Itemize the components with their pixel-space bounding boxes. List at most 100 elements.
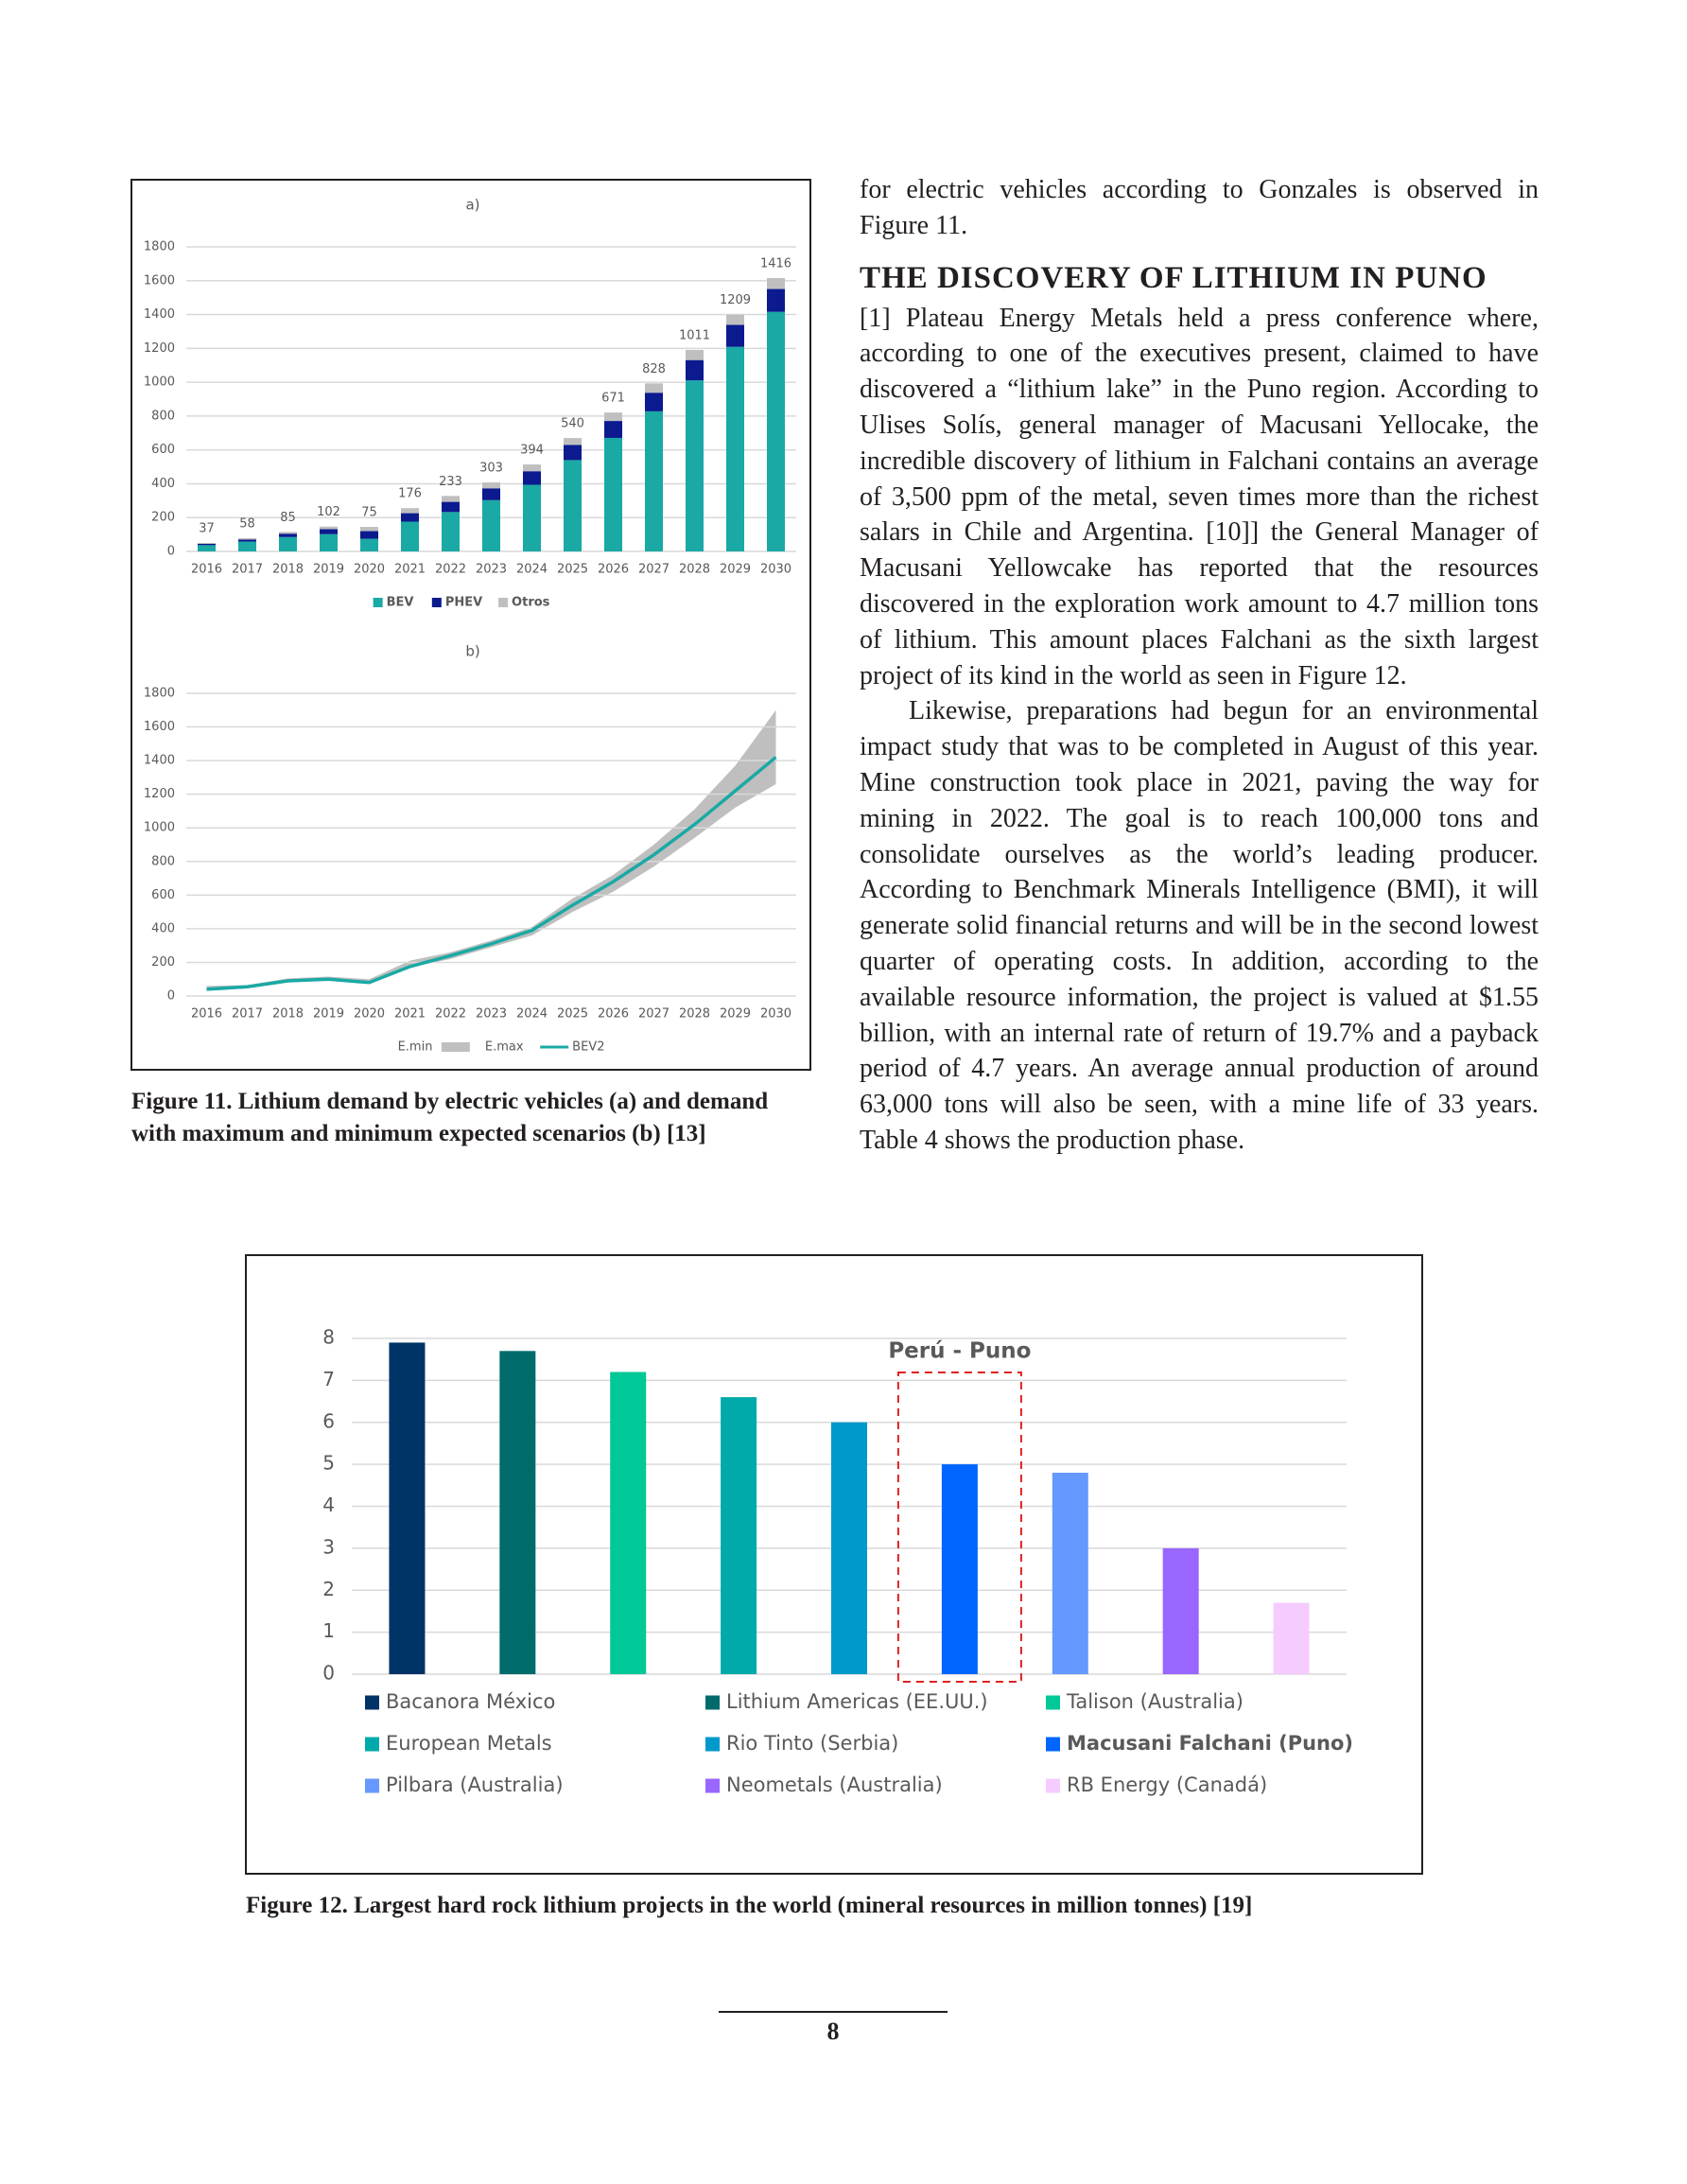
bar: [389, 1342, 426, 1674]
x-tick-label: 2026: [598, 563, 629, 577]
x-tick-label: 2021: [394, 563, 426, 577]
x-tick-label: 2019: [313, 563, 344, 577]
bar: [721, 1397, 757, 1674]
x-tick-label: 2027: [638, 563, 670, 577]
line: [206, 756, 777, 991]
bar-segment: [686, 380, 704, 551]
legend-label: Pilbara (Australia): [386, 1773, 564, 1796]
legend-label: E.min: [398, 1040, 433, 1055]
legend-label: European Metals: [386, 1732, 552, 1755]
x-tick-label: 2018: [272, 563, 304, 577]
x-tick-label: 2024: [516, 1007, 548, 1022]
bar: [499, 1351, 536, 1674]
figure-caption: Figure 12. Largest hard rock lithium pro…: [246, 1893, 1253, 1918]
y-tick-label: 4: [322, 1494, 335, 1516]
bar: [1273, 1602, 1310, 1674]
bar-segment: [726, 346, 744, 551]
data-label: 828: [642, 362, 666, 376]
data-label: 540: [561, 417, 584, 431]
bar-segment: [198, 543, 216, 546]
legend-label: Lithium Americas (EE.UU.): [726, 1690, 988, 1713]
y-tick-label: 6: [322, 1409, 335, 1432]
legend-label: BEV2: [572, 1040, 604, 1055]
x-tick-label: 2017: [232, 563, 263, 577]
bar-segment: [523, 464, 541, 472]
bar-segment: [767, 277, 785, 289]
bar: [1052, 1473, 1088, 1674]
text-column: for electric vehicles according to Gonza…: [860, 172, 1539, 1159]
y-tick-label: 1000: [144, 376, 175, 390]
x-tick-label: 2029: [720, 1007, 751, 1022]
bar-segment: [482, 482, 500, 489]
paragraph: [1] Plateau Energy Metals held a press c…: [860, 303, 1539, 690]
y-tick-label: 200: [151, 511, 175, 525]
legend-label: BEV: [387, 596, 414, 610]
figure11-frame: [130, 179, 811, 1071]
y-tick-label: 600: [151, 443, 175, 457]
bar-segment: [604, 412, 622, 422]
x-tick-label: 2016: [191, 563, 222, 577]
y-tick-label: 1800: [144, 240, 175, 254]
legend-label: E.max: [485, 1040, 524, 1055]
legend-swatch: [705, 1737, 720, 1752]
area: [206, 784, 776, 996]
x-tick-label: 2023: [476, 563, 507, 577]
data-label: 1011: [679, 328, 710, 342]
x-tick-label: 2028: [679, 1007, 710, 1022]
bar-segment: [767, 311, 785, 551]
bar-segment: [320, 529, 338, 534]
x-tick-label: 2025: [557, 563, 588, 577]
bar-segment: [604, 437, 622, 551]
legend-swatch: [365, 1695, 379, 1710]
x-tick-label: 2020: [354, 1007, 385, 1022]
legend-label: PHEV: [445, 596, 482, 610]
bar-segment: [279, 536, 297, 551]
legend-swatch: [365, 1737, 379, 1752]
bar-segment: [564, 438, 582, 446]
legend-swatch: [705, 1695, 720, 1710]
bar-segment: [442, 512, 460, 551]
x-tick-label: 2022: [435, 563, 466, 577]
bar-segment: [442, 501, 460, 513]
bar-segment: [198, 545, 216, 551]
legend-swatch: [431, 598, 442, 607]
y-tick-label: 7: [322, 1368, 335, 1390]
y-tick-label: 800: [151, 409, 175, 423]
data-label: 37: [199, 522, 215, 536]
section-heading: THE DISCOVERY OF LITHIUM IN PUNO: [860, 260, 1487, 295]
bar-segment: [645, 393, 663, 411]
x-tick-label: 2019: [313, 1007, 344, 1022]
legend-swatch: [441, 1042, 470, 1052]
bar-segment: [320, 526, 338, 530]
y-tick-label: 1800: [144, 687, 175, 701]
x-tick-label: 2030: [760, 563, 791, 577]
x-tick-label: 2018: [272, 1007, 304, 1022]
bar-segment: [238, 538, 256, 540]
y-tick-label: 1200: [144, 341, 175, 356]
x-tick-label: 2016: [191, 1007, 222, 1022]
data-label: 58: [239, 517, 255, 532]
legend-swatch: [705, 1778, 720, 1793]
paragraph: for electric vehicles according to Gonza…: [860, 175, 1539, 240]
data-label: 671: [601, 392, 625, 406]
page-number: 8: [826, 2018, 840, 2045]
x-tick-label: 2021: [394, 1007, 426, 1022]
footer-rule: [719, 2011, 948, 2013]
legend-label: Bacanora México: [386, 1690, 555, 1713]
y-tick-label: 1400: [144, 754, 175, 768]
y-tick-label: 5: [322, 1452, 335, 1475]
figure-caption: Figure 11. Lithium demand by electric ve…: [131, 1089, 769, 1146]
bar-segment: [523, 484, 541, 551]
y-tick-label: 0: [322, 1662, 335, 1685]
bar-segment: [767, 288, 785, 312]
bar-segment: [238, 539, 256, 542]
bar-segment: [198, 543, 216, 544]
data-label: 75: [361, 506, 377, 520]
bar: [831, 1422, 867, 1674]
x-tick-label: 2027: [638, 1007, 670, 1022]
y-tick-label: 1600: [144, 720, 175, 734]
bar-segment: [564, 445, 582, 461]
bar-segment: [360, 538, 378, 551]
